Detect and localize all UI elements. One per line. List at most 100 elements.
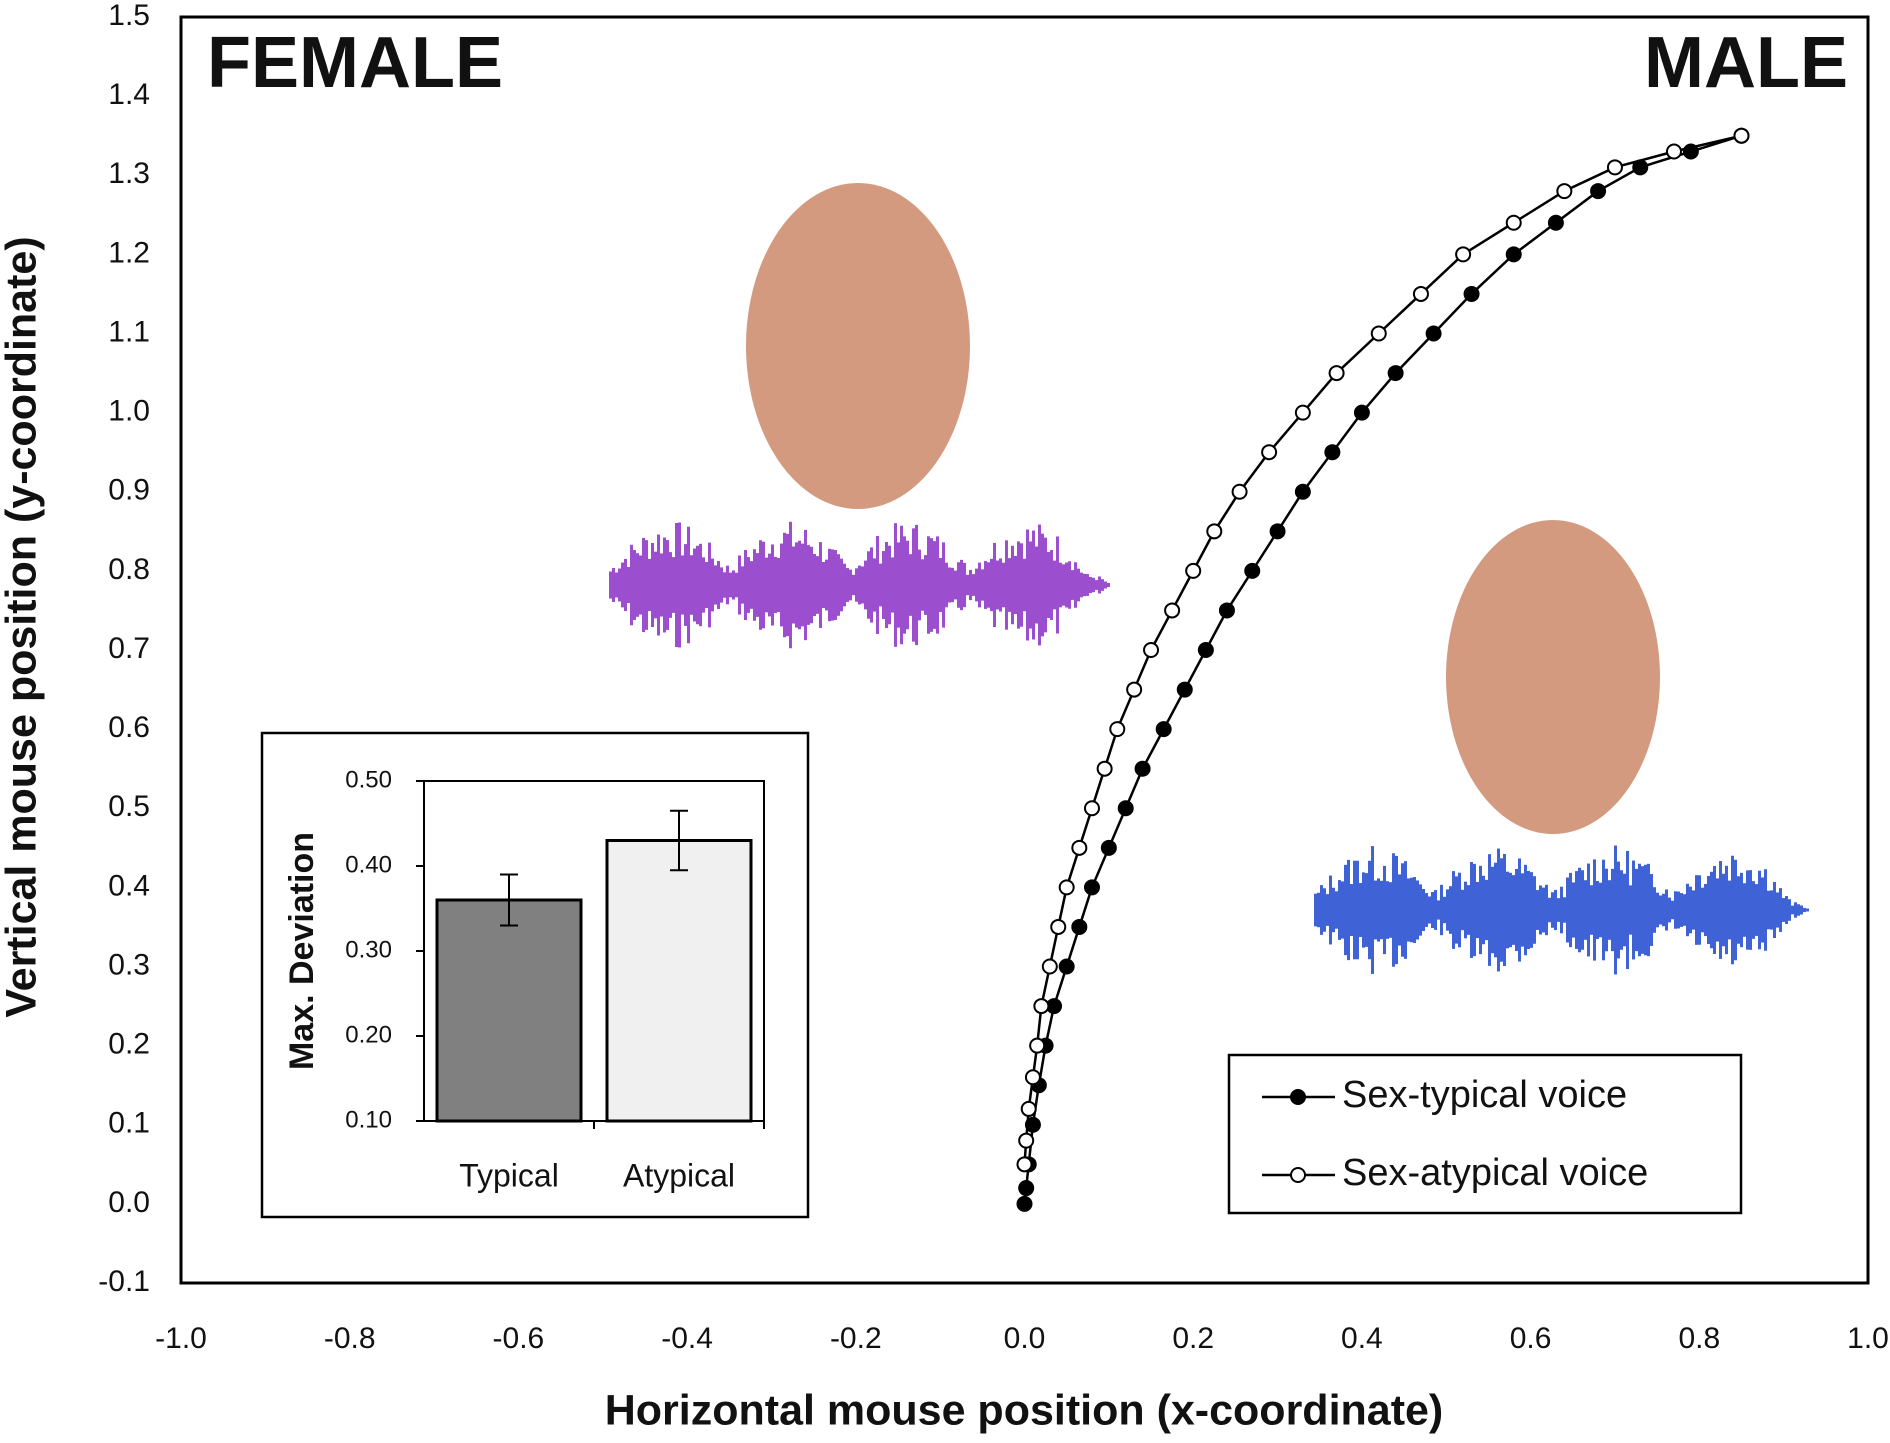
waveform-sample	[972, 574, 975, 596]
waveform-sample	[675, 522, 678, 648]
waveform-sample	[1386, 881, 1389, 939]
waveform-sample	[1536, 890, 1539, 930]
waveform-sample	[1011, 545, 1014, 625]
waveform-sample	[996, 560, 999, 610]
waveform-sample	[1695, 875, 1698, 945]
waveform-sample	[633, 550, 636, 620]
waveform-sample	[1329, 875, 1332, 945]
waveform-sample	[702, 557, 705, 613]
inset-y-tick-label: 0.30	[345, 936, 392, 963]
data-point	[1197, 642, 1214, 658]
waveform-sample	[660, 553, 663, 617]
waveform-sample	[1671, 900, 1674, 920]
waveform-sample	[1104, 581, 1107, 589]
waveform-sample	[1551, 892, 1554, 928]
male-label: MALE	[1644, 23, 1848, 103]
waveform-sample	[804, 529, 807, 641]
waveform-sample	[1488, 854, 1491, 966]
waveform-sample	[1089, 576, 1092, 594]
data-point	[1294, 404, 1311, 421]
waveform-sample	[828, 548, 831, 622]
waveform-sample	[771, 544, 774, 626]
waveform-sample	[1686, 883, 1689, 937]
bar	[435, 898, 583, 1123]
waveform-sample	[1770, 890, 1773, 930]
waveform-sample	[1587, 863, 1590, 957]
waveform-sample	[912, 528, 915, 642]
waveform-sample	[714, 565, 717, 605]
waveform-sample	[1356, 860, 1359, 960]
data-point	[1328, 365, 1345, 382]
waveform-sample	[1734, 859, 1737, 961]
waveform-sample	[930, 538, 933, 632]
waveform-sample	[978, 562, 981, 608]
waveform-sample	[1533, 876, 1536, 944]
waveform-sample	[1491, 866, 1494, 954]
waveform-sample	[639, 555, 642, 615]
waveform-sample	[876, 536, 879, 634]
waveform-sample	[1473, 863, 1476, 957]
waveform-sample	[1410, 877, 1413, 943]
x-tick-label: -0.8	[324, 1322, 376, 1355]
data-point	[1665, 143, 1682, 160]
legend-marker	[1290, 1167, 1306, 1183]
x-tick-label: 0.6	[1510, 1322, 1552, 1355]
waveform-sample	[768, 553, 771, 617]
data-point	[1024, 1116, 1041, 1133]
waveform-sample	[1725, 865, 1728, 955]
waveform-sample	[1383, 865, 1386, 955]
waveform-sample	[663, 537, 666, 633]
waveform-sample	[1620, 870, 1623, 950]
waveform-sample	[1767, 890, 1770, 930]
inset-y-tick-label: 0.20	[345, 1021, 392, 1048]
waveform-sample	[1344, 864, 1347, 956]
data-point	[1126, 681, 1143, 698]
waveform-sample	[1326, 894, 1329, 926]
waveform-sample	[906, 540, 909, 630]
waveform-sample	[846, 568, 849, 602]
waveform-sample	[1581, 870, 1584, 950]
data-point	[1016, 1156, 1033, 1173]
inset-y-label: Max. Deviation	[283, 832, 321, 1070]
waveform-sample	[1323, 888, 1326, 932]
waveform-sample	[927, 536, 930, 634]
waveform-sample	[966, 574, 969, 596]
waveform-sample	[870, 547, 873, 623]
waveform-sample	[1701, 887, 1704, 933]
waveform-sample	[939, 557, 942, 613]
waveform-sample	[1731, 855, 1734, 965]
waveform-sample	[1737, 876, 1740, 944]
waveform-sample	[735, 572, 738, 598]
waveform-sample	[798, 540, 801, 630]
waveform-sample	[627, 567, 630, 603]
waveform-sample	[801, 543, 804, 627]
waveform-sample	[1602, 859, 1605, 961]
waveform-sample	[1002, 562, 1005, 608]
waveform-sample	[666, 540, 669, 630]
waveform-sample	[891, 557, 894, 613]
data-point	[1261, 444, 1278, 461]
waveform-sample	[879, 563, 882, 607]
waveform-sample	[1626, 850, 1629, 970]
waveform-sample	[822, 561, 825, 609]
waveform-sample	[825, 559, 828, 611]
waveform-sample	[1029, 541, 1032, 629]
waveform-sample	[1071, 570, 1074, 600]
waveform-sample	[1017, 541, 1020, 629]
waveform-sample	[1332, 887, 1335, 933]
waveform-sample	[1419, 884, 1422, 936]
data-point	[1016, 1195, 1033, 1212]
waveform-sample	[684, 544, 687, 626]
waveform-sample	[1776, 892, 1779, 928]
data-point	[1058, 958, 1075, 975]
waveform-sample	[1083, 573, 1086, 597]
waveform-sample	[1692, 890, 1695, 930]
waveform-sample	[816, 556, 819, 614]
waveform-sample	[945, 562, 948, 608]
x-tick-label: 0.4	[1341, 1322, 1383, 1355]
waveform-sample	[885, 541, 888, 629]
waveform-sample	[831, 549, 834, 621]
data-point	[1269, 523, 1286, 540]
waveform-sample	[1500, 858, 1503, 962]
waveform-sample	[705, 562, 708, 608]
